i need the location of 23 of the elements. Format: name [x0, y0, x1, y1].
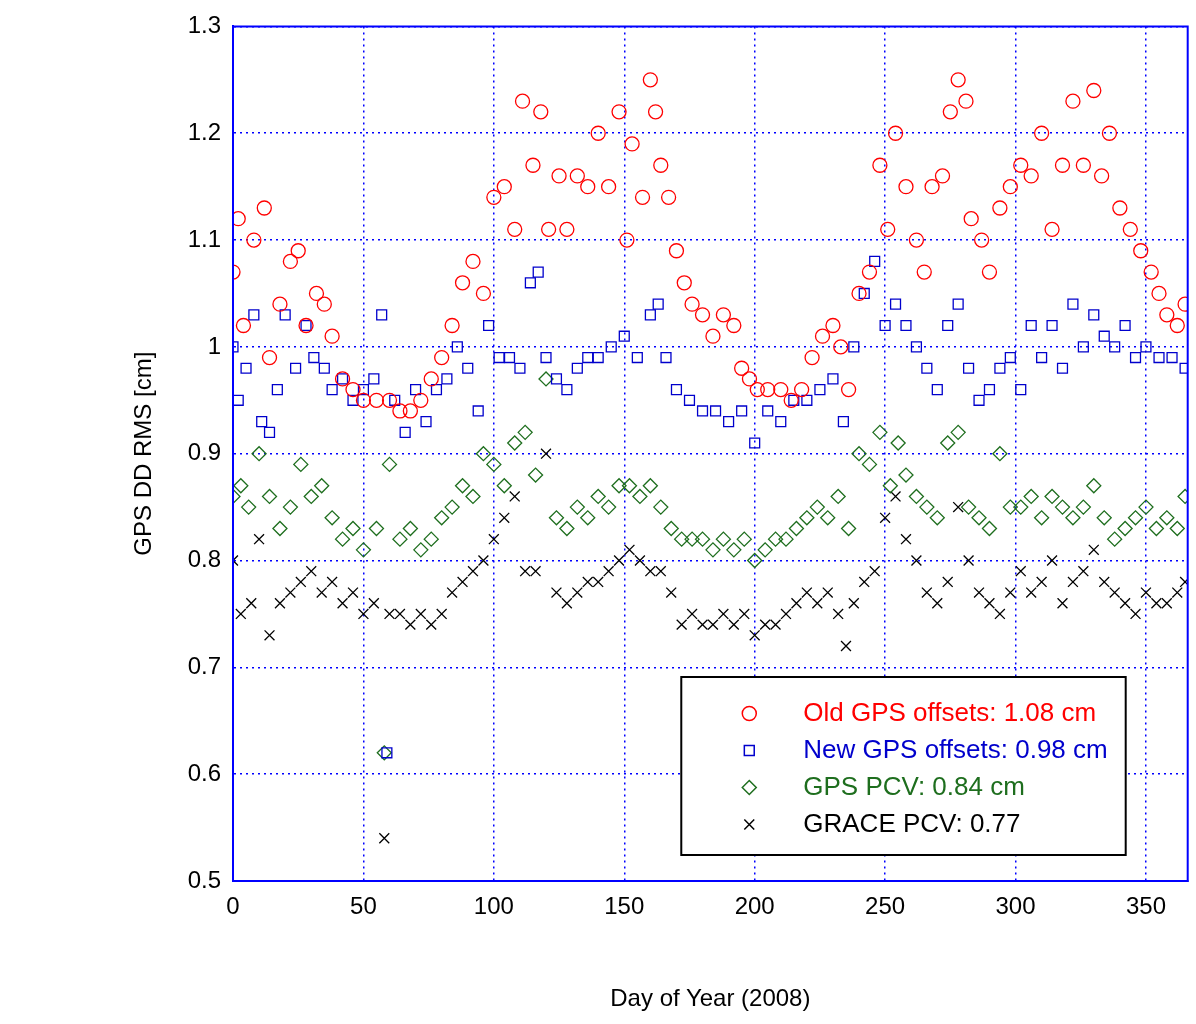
y-tick-label: 0.8 — [187, 545, 221, 573]
y-axis-title: GPS DD RMS [cm] — [129, 351, 157, 556]
y-tick-label: 1.2 — [187, 117, 221, 145]
y-tick-label: 0.6 — [187, 758, 221, 786]
y-tick-label: 0.5 — [187, 865, 221, 893]
legend-label: GPS PCV: 0.84 cm — [803, 770, 1025, 801]
x-tick-label: 50 — [350, 892, 377, 920]
y-tick-label: 0.7 — [187, 651, 221, 679]
x-tick-label: 0 — [226, 892, 240, 920]
legend-label: New GPS offsets: 0.98 cm — [803, 733, 1108, 764]
x-tick-label: 350 — [1125, 892, 1166, 920]
x-tick-label: 300 — [995, 892, 1036, 920]
x-axis-title: Day of Year (2008) — [610, 984, 811, 1012]
y-tick-label: 0.9 — [187, 438, 221, 466]
x-tick-label: 150 — [604, 892, 645, 920]
y-tick-label: 1.1 — [187, 224, 221, 252]
legend-label: Old GPS offsets: 1.08 cm — [803, 696, 1097, 727]
y-tick-label: 1.3 — [187, 11, 221, 39]
x-tick-label: 200 — [734, 892, 775, 920]
y-tick-label: 1 — [207, 331, 221, 359]
x-tick-label: 100 — [473, 892, 514, 920]
x-tick-label: 250 — [865, 892, 906, 920]
legend-label: GRACE PCV: 0.77 — [803, 807, 1021, 838]
